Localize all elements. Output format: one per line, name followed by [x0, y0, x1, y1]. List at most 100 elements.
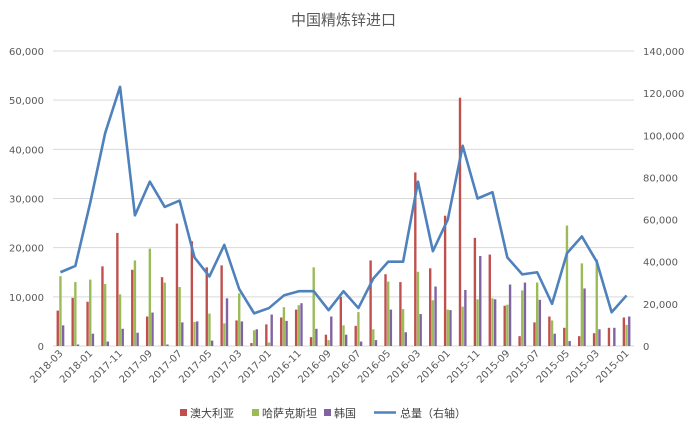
bar-哈萨克斯坦: [59, 276, 62, 346]
bar-韩国: [538, 299, 542, 346]
bar-澳大利亚: [309, 337, 313, 346]
bar-哈萨克斯坦: [387, 281, 390, 346]
bar-哈萨克斯坦: [238, 293, 241, 346]
bar-澳大利亚: [399, 282, 402, 346]
bar-韩国: [106, 341, 110, 346]
bar-韩国: [583, 288, 586, 346]
bar-澳大利亚: [443, 215, 447, 346]
bar-哈萨克斯坦: [133, 260, 137, 346]
bar-韩国: [523, 282, 527, 346]
bar-哈萨克斯坦: [282, 307, 286, 346]
bar-澳大利亚: [145, 316, 149, 346]
bar-哈萨克斯坦: [163, 282, 166, 346]
bar-哈萨克斯坦: [148, 248, 152, 346]
bar-哈萨克斯坦: [372, 329, 375, 346]
bar-澳大利亚: [533, 322, 536, 346]
bar-韩国: [61, 325, 65, 346]
bar-澳大利亚: [548, 316, 551, 346]
bar-韩国: [449, 310, 452, 346]
bar-韩国: [568, 341, 571, 346]
bar-韩国: [196, 321, 199, 346]
y-left-tick-label: 60,000: [9, 47, 44, 58]
bar-澳大利亚: [101, 266, 104, 346]
y-right-tick-label: 0: [643, 342, 649, 353]
bar-澳大利亚: [414, 172, 417, 346]
bar-哈萨克斯坦: [446, 309, 449, 346]
y-left-tick-label: 20,000: [9, 244, 44, 255]
legend-label: 澳大利亚: [190, 406, 234, 420]
legend-label: 哈萨克斯坦: [262, 406, 317, 420]
bar-哈萨克斯坦: [327, 340, 330, 346]
bar-澳大利亚: [116, 232, 119, 346]
y-left-tick-label: 50,000: [9, 96, 44, 107]
bar-澳大利亚: [220, 265, 223, 346]
bar-澳大利亚: [488, 254, 491, 346]
y-right-tick-label: 60,000: [643, 216, 678, 227]
bar-哈萨克斯坦: [342, 325, 345, 346]
bar-澳大利亚: [622, 317, 626, 346]
y-left-tick-label: 10,000: [9, 293, 44, 304]
y-right-tick-label: 140,000: [643, 47, 684, 58]
bar-澳大利亚: [160, 277, 164, 346]
bar-哈萨克斯坦: [565, 225, 569, 346]
bar-韩国: [270, 314, 273, 346]
legend-swatch: [324, 409, 331, 416]
y-left-tick-label: 30,000: [9, 195, 44, 206]
bar-韩国: [330, 316, 333, 346]
bar-澳大利亚: [458, 97, 462, 346]
line-series-total: [59, 85, 628, 315]
bar-韩国: [300, 303, 303, 346]
bar-韩国: [136, 332, 139, 346]
bar-澳大利亚: [577, 336, 581, 346]
bar-澳大利亚: [294, 309, 298, 346]
bar-哈萨克斯坦: [595, 259, 598, 346]
bar-韩国: [240, 321, 244, 346]
bar-澳大利亚: [56, 310, 59, 346]
bar-哈萨克斯坦: [431, 300, 435, 346]
bar-韩国: [181, 322, 184, 346]
bar-澳大利亚: [71, 297, 74, 346]
bar-韩国: [493, 299, 497, 346]
bar-哈萨克斯坦: [103, 284, 107, 346]
bar-澳大利亚: [339, 296, 343, 346]
bar-哈萨克斯坦: [267, 342, 271, 346]
bar-韩国: [434, 286, 437, 346]
y-right-tick-label: 120,000: [643, 89, 684, 100]
bar-澳大利亚: [205, 267, 208, 346]
bar-哈萨克斯坦: [74, 282, 77, 346]
bar-韩国: [389, 309, 393, 346]
bar-韩国: [613, 327, 616, 346]
legend-swatch: [180, 409, 187, 416]
bar-韩国: [404, 332, 407, 346]
y-right-tick-label: 80,000: [643, 173, 678, 184]
bar-澳大利亚: [280, 317, 283, 346]
bar-澳大利亚: [175, 223, 179, 346]
y-right-tick-label: 40,000: [643, 258, 678, 269]
bar-澳大利亚: [518, 336, 521, 346]
bar-澳大利亚: [592, 333, 596, 346]
bar-韩国: [315, 328, 318, 346]
y-left-tick-label: 0: [38, 342, 44, 353]
bar-韩国: [628, 316, 631, 346]
y-right-tick-label: 20,000: [643, 300, 678, 311]
bar-哈萨克斯坦: [193, 321, 196, 346]
bar-澳大利亚: [86, 301, 89, 346]
bar-澳大利亚: [265, 324, 268, 346]
legend-swatch: [252, 409, 259, 416]
bar-澳大利亚: [503, 305, 506, 346]
bar-澳大利亚: [354, 325, 357, 346]
legend-label: 韩国: [334, 406, 356, 420]
bar-哈萨克斯坦: [401, 309, 405, 346]
bar-哈萨克斯坦: [357, 312, 360, 346]
bar-韩国: [359, 341, 363, 346]
bar-澳大利亚: [384, 274, 387, 346]
bar-韩国: [508, 284, 512, 346]
bar-哈萨克斯坦: [89, 279, 92, 346]
bar-哈萨克斯坦: [312, 267, 315, 346]
bar-韩国: [255, 329, 258, 346]
bar-澳大利亚: [250, 343, 253, 346]
bar-韩国: [225, 298, 229, 346]
bar-哈萨克斯坦: [118, 294, 122, 346]
bar-澳大利亚: [324, 334, 328, 346]
